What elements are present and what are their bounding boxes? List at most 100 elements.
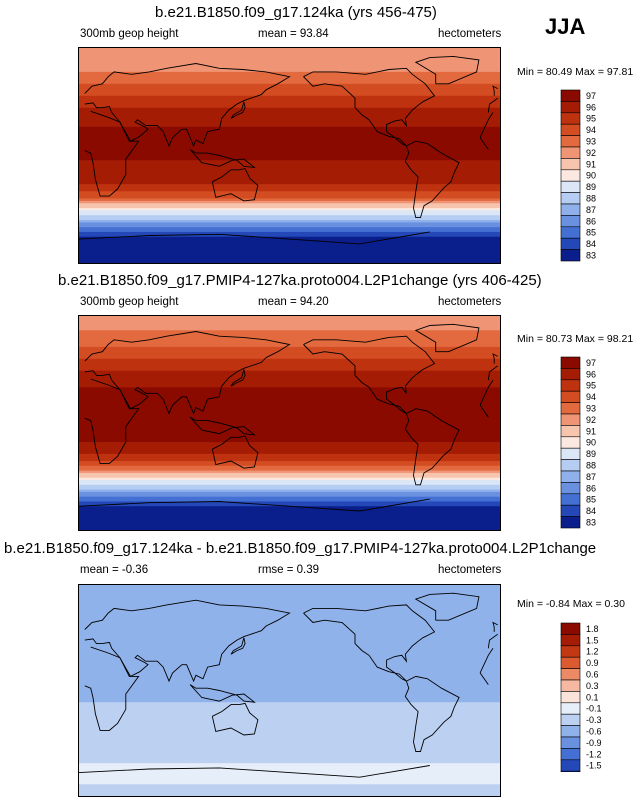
panel-1-units: hectometers [438,28,502,40]
panel-2-colorbar-label: 86 [586,483,596,493]
panel-2-field-band [79,458,500,462]
panel-2-field-band [79,480,500,484]
panel-1-field-band [79,145,500,149]
panel-3-field-band [79,627,500,631]
panel-2-field-band [79,356,500,360]
panel-2-field-band [79,461,500,465]
panel-2-field-band [79,503,500,507]
panel-1-field-band [79,57,500,61]
panel-2-field-band [79,451,500,455]
panel-2-field-band [79,403,500,407]
panel-3-field-band [79,737,500,741]
panel-1-coastline [79,231,430,245]
panel-3-field-band [79,735,500,738]
panel-2-colorbar-swatch [560,447,581,460]
panel-2-coastline [189,416,256,436]
panel-3-colorbar-swatch [560,736,581,749]
panel-1-field-band [79,231,500,235]
panel-1-colorbar-label: 96 [586,102,596,112]
panel-2-map-svg [79,316,500,530]
panel-2-field-band [79,396,500,400]
panel-3-field-band [79,599,500,603]
panel-3-colorbar-label: 0.6 [586,670,599,680]
panel-3-colorbar-swatch [560,702,581,715]
panel-3-coastline [230,637,246,655]
panel-1-colorbar-label: 85 [586,228,596,238]
panel-1-field-band [79,210,500,214]
panel-1-field-band [79,148,500,152]
panel-2-coastline [211,435,259,469]
panel-2-field-band [79,335,500,338]
panel-1-colorbar-label: 84 [586,239,596,249]
panel-3-field-band [79,718,500,722]
panel-1-colorbar-swatch [560,215,581,228]
panel-1-coastline [211,168,259,202]
panel-2-field-band [79,463,500,467]
panel-3-field-band [79,788,500,792]
panel-3-colorbar-swatch [560,770,581,772]
panel-3-field-band [79,669,500,673]
panel-3-colorbar-label: -1.2 [586,749,602,759]
panel-1-field-band [79,59,500,63]
panel-2-field-band [79,384,500,388]
panel-1-coastline [414,55,480,85]
panel-1-field-band [79,110,500,114]
panel-2-field-band [79,375,500,379]
panel-1-coastline [492,85,498,96]
panel-3-field-band [79,779,500,783]
panel-2-field-band [79,380,500,384]
panel-3-field-band [79,601,500,605]
panel-2-field-band [79,325,500,329]
panel-2-field-band [79,323,500,327]
panel-1-field-band [79,143,500,147]
panel-2-field-band [79,468,500,472]
panel-1-field-band [79,260,500,263]
panel-3-field-band [79,636,500,640]
panel-2-colorbar-swatch [560,356,581,369]
panel-3-colorbar-label: 1.8 [586,624,599,634]
panel-1-field-band [79,141,500,145]
panel-3-field-band [79,634,500,638]
panel-2-colorbar-label: 96 [586,369,596,379]
panel-3-coastline [414,592,480,621]
panel-3-field-band [79,784,500,788]
panel-1-field-band [79,193,500,197]
panel-3-field-band [79,683,500,687]
panel-3-field-band [79,585,500,588]
panel-3-field-band [79,697,500,701]
panel-3-field-band [79,622,500,626]
panel-3-field-band [79,613,500,617]
panel-3-field-band [79,711,500,715]
panel-2-field-band [79,373,500,377]
panel-3-field-band [79,753,500,757]
panel-3-field-band [79,692,500,696]
panel-1-field-band [79,186,500,190]
panel-1-colorbar-swatch [560,237,581,250]
panel-1-field-band [79,236,500,240]
panel-2-field-band [79,392,500,396]
panel-3-field-band [79,629,500,633]
panel-3-field-band [79,678,500,682]
panel-2-field-band [79,413,500,417]
panel-1-field-band [79,179,500,183]
panel-2-coastline [84,331,498,415]
panel-2-colorbar-swatch [560,493,581,506]
panel-2-field-band [79,496,500,500]
panel-1-field-band [79,234,500,238]
panel-1-field-band [79,62,500,66]
panel-1-field-band [79,246,500,250]
panel-3-field-band [79,728,500,731]
panel-3-mean: mean = -0.36 [80,564,149,576]
panel-3-map [78,584,501,797]
panel-1-colorbar-label: 90 [586,171,596,181]
panel-1-colorbar-swatch [560,112,581,125]
panel-3-coastline [492,621,498,632]
panel-2-field-band [79,368,500,372]
panel-3-field-band [79,674,500,678]
panel-2-field-band [79,501,500,505]
panel-2-field-band [79,339,500,343]
panel-3-colorbar-label: -0.1 [586,704,602,714]
panel-1-field-band [79,83,500,87]
panel-1-title: b.e21.B1850.f09_g17.124ka (yrs 456-475) [155,4,437,21]
